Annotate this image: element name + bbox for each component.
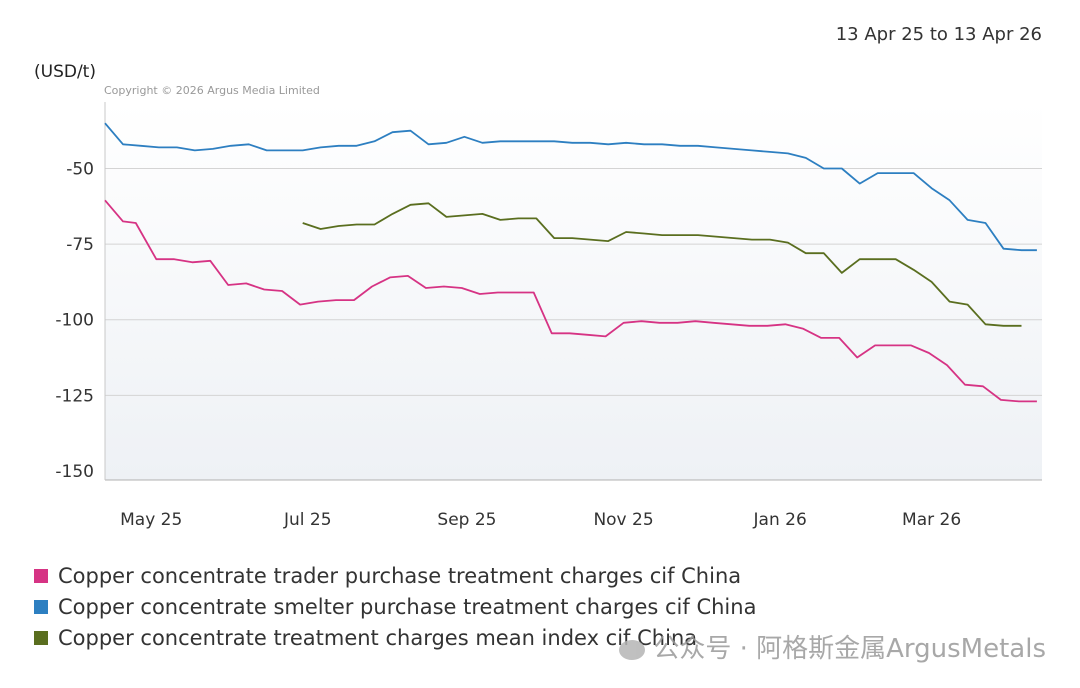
legend-label: Copper concentrate trader purchase treat… (58, 563, 742, 588)
date-range: 13 Apr 25 to 13 Apr 26 (835, 24, 1042, 45)
legend-swatch (34, 568, 48, 583)
gridlines (104, 102, 1042, 481)
watermark-text: 公众号 · 阿格斯金属ArgusMetals (653, 634, 1046, 664)
y-tick-label: -100 (55, 311, 94, 331)
series-line (104, 199, 1037, 403)
y-tick-label: -50 (66, 160, 94, 180)
wechat-icon (619, 639, 646, 660)
x-tick-label: Mar 26 (902, 510, 961, 530)
legend-item[interactable]: Copper concentrate trader purchase treat… (34, 560, 756, 591)
x-tick-label: Jan 26 (753, 510, 807, 530)
y-axis: -50 -75 -100 -125 -150 (55, 160, 94, 482)
x-tick-label: Nov 25 (593, 510, 653, 530)
x-tick-label: Jul 25 (283, 510, 332, 530)
y-tick-label: -75 (66, 235, 94, 255)
legend-label: Copper concentrate treatment charges mea… (58, 625, 698, 650)
plot-area (105, 102, 1042, 480)
legend-swatch (34, 630, 48, 645)
y-tick-label: -150 (55, 462, 94, 482)
x-tick-label: Sep 25 (437, 510, 496, 530)
legend-label: Copper concentrate smelter purchase trea… (58, 594, 757, 619)
y-axis-unit: (USD/t) (34, 62, 96, 82)
series-line (104, 122, 1037, 252)
legend-item[interactable]: Copper concentrate treatment charges mea… (34, 622, 756, 653)
series-lines (104, 122, 1037, 403)
x-tick-label: May 25 (120, 510, 182, 530)
x-axis: May 25 Jul 25 Sep 25 Nov 25 Jan 26 Mar 26 (120, 510, 961, 530)
copyright-notice: Copyright © 2026 Argus Media Limited (104, 84, 320, 97)
y-tick-label: -125 (55, 386, 94, 406)
legend-swatch (34, 599, 48, 614)
watermark: 公众号 · 阿格斯金属ArgusMetals (619, 628, 1046, 665)
series-line (302, 202, 1022, 327)
legend: Copper concentrate trader purchase treat… (34, 560, 756, 653)
legend-item[interactable]: Copper concentrate smelter purchase trea… (34, 591, 756, 622)
